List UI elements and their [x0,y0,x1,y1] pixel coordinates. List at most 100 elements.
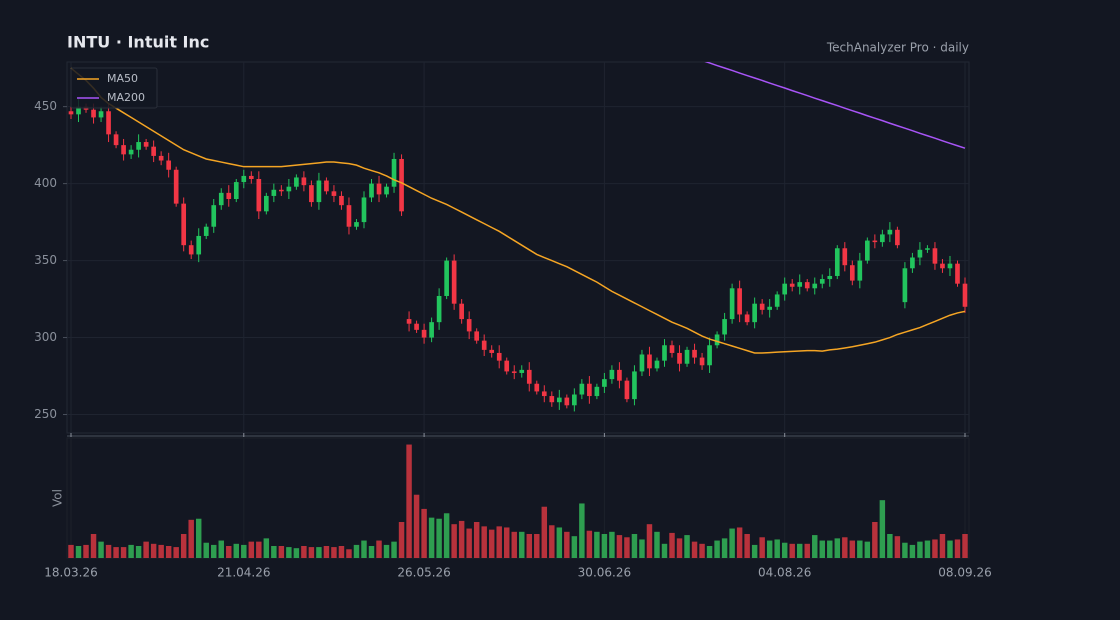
candle-body [729,288,735,320]
volume-bar [496,526,502,558]
candle-body [166,160,171,170]
candle-body [263,195,269,212]
volume-label: Vol [51,489,65,507]
volume-bar [203,542,209,558]
candle-body [812,283,818,289]
volume-bar [714,540,720,558]
candle-body [128,149,134,155]
candle-body [414,323,419,330]
candle-body [489,349,495,353]
candle-body [609,369,615,380]
volume-bar [83,544,89,558]
volume-bar [511,531,517,558]
candle-body [331,191,337,196]
candle-body [136,142,141,150]
volume-bar [263,538,270,558]
volume-bar [180,534,187,558]
volume-bar [293,548,300,558]
candle-body [594,386,600,397]
price-panel [66,61,970,434]
ma-lines [70,62,966,354]
volume-bar [353,544,360,558]
volume-bar [451,524,457,558]
volume-bar [939,534,946,558]
candle-body [519,369,525,373]
volume-bar [98,541,104,558]
candle-body [947,263,953,269]
volume-bar [819,540,825,558]
y-tick-label: 350 [34,253,57,267]
candle-body [602,379,607,387]
volume-bar [744,534,750,558]
candle-body [309,185,314,203]
x-tick-label: 30.06.26 [578,566,631,580]
volume-bar [466,528,472,558]
volume-bar [834,538,841,558]
candle-body [587,383,592,397]
volume-bar [736,527,743,558]
candle-body [369,183,374,198]
volume-bar [90,534,97,558]
volume-bar [458,520,465,558]
candle-body [256,178,262,212]
candle-body [737,288,742,315]
candle-body [639,354,645,372]
chart-title: INTU · Intuit Inc [67,33,209,52]
y-tick-label: 400 [34,176,57,190]
volume-bar [601,534,608,558]
candle-body [316,180,322,203]
candle-body [421,329,427,338]
volume-bar [616,535,623,558]
candle-body [579,383,585,395]
candle-body [962,283,968,307]
candle-body [572,394,577,406]
candle-body [549,396,555,403]
volume-bar [654,531,660,558]
volume-bar [143,541,149,558]
volume-bar [376,540,382,558]
volume-bar [864,541,871,558]
candle-body [872,240,878,243]
legend-label: MA50 [107,72,138,85]
candle-body [895,229,900,246]
volume-bar [368,546,375,558]
candle-body [158,155,164,161]
y-tick-label: 450 [34,99,57,113]
candle-body [564,397,570,406]
candle-body [782,283,788,295]
volume-bar [271,546,277,558]
candle-body [294,177,299,187]
volume-bar [488,529,495,558]
grid [67,62,969,558]
candle-body [504,360,510,372]
candle-body [301,177,307,186]
x-tick-label: 21.04.26 [217,566,270,580]
candle-body [376,183,382,195]
volume-bar [549,525,555,558]
candle-body [677,352,682,364]
volume-bar [691,541,698,558]
volume-bar [105,544,112,558]
volume-bar [721,538,728,558]
volume-bar [165,546,172,558]
candle-body [391,158,397,187]
volume-bar [947,540,953,558]
candle-body [632,371,637,400]
volume-bar [729,528,735,558]
volume-bar [443,513,450,558]
volume-bar [211,544,217,558]
candle-body [849,265,855,281]
candle-body [226,192,232,200]
volume-bar [827,540,833,558]
candles [68,98,968,412]
candle-body [774,294,780,307]
volume-bar [624,537,630,558]
volume-bar [428,517,435,558]
candle-body [173,169,179,204]
volume-bar [406,444,412,558]
volume-bar [233,543,240,558]
volume-bar [338,546,345,558]
volume-bar [894,536,901,558]
